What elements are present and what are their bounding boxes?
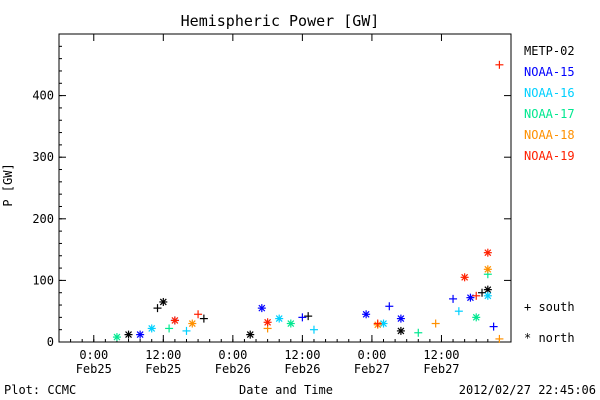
x-axis-label: Date and Time — [239, 383, 333, 397]
north-point — [287, 320, 295, 328]
north-point — [136, 331, 144, 339]
x-tick-time-label: 12:00 — [145, 348, 181, 362]
footer-plot-source: Plot: CCMC — [4, 383, 76, 397]
north-point — [484, 265, 492, 273]
north-point — [171, 316, 179, 324]
legend-entry: NOAA-15 — [524, 65, 575, 79]
marker-legend: + south * north — [524, 300, 575, 345]
south-point — [490, 323, 498, 331]
legend-entry: NOAA-16 — [524, 86, 575, 100]
x-tick-time-label: 12:00 — [284, 348, 320, 362]
marker-legend-entry: + south — [524, 300, 575, 314]
south-point — [194, 310, 202, 318]
x-tick-date-label: Feb26 — [284, 362, 320, 376]
north-point — [246, 331, 254, 339]
x-tick-time-label: 0:00 — [357, 348, 386, 362]
south-point — [154, 304, 162, 312]
legend-entry: METP-02 — [524, 44, 575, 58]
x-tick-date-label: Feb27 — [354, 362, 390, 376]
legend-entry: NOAA-17 — [524, 107, 575, 121]
north-point — [148, 324, 156, 332]
plot-frame — [59, 34, 511, 342]
north-point — [466, 294, 474, 302]
south-point — [200, 315, 208, 323]
south-point — [385, 302, 393, 310]
south-point — [449, 295, 457, 303]
south-point — [182, 327, 190, 335]
legend-entry: NOAA-18 — [524, 128, 575, 142]
north-point — [461, 273, 469, 281]
x-tick-time-label: 0:00 — [79, 348, 108, 362]
south-point — [414, 329, 422, 337]
x-tick-date-label: Feb26 — [215, 362, 251, 376]
south-point — [310, 326, 318, 334]
x-tick-date-label: Feb25 — [76, 362, 112, 376]
y-tick-label: 100 — [32, 273, 54, 287]
south-point — [432, 320, 440, 328]
north-point — [362, 310, 370, 318]
south-point — [455, 307, 463, 315]
south-point — [304, 312, 312, 320]
x-tick-time-label: 0:00 — [218, 348, 247, 362]
y-tick-label: 0 — [47, 335, 54, 349]
x-tick-date-label: Feb27 — [423, 362, 459, 376]
data-points — [113, 61, 503, 343]
y-tick-label: 300 — [32, 150, 54, 164]
north-point — [472, 313, 480, 321]
y-tick-label: 200 — [32, 212, 54, 226]
south-point — [495, 61, 503, 69]
x-tick-time-label: 12:00 — [423, 348, 459, 362]
chart-title: Hemispheric Power [GW] — [181, 12, 380, 30]
north-point — [397, 327, 405, 335]
x-tick-date-label: Feb25 — [145, 362, 181, 376]
north-point — [264, 318, 272, 326]
south-point — [165, 324, 173, 332]
north-point — [188, 320, 196, 328]
marker-legend-entry: * north — [524, 331, 575, 345]
legend-entry: NOAA-19 — [524, 149, 575, 163]
north-point — [397, 315, 405, 323]
y-tick-label: 400 — [32, 89, 54, 103]
footer-timestamp: 2012/02/27 22:45:06 — [459, 383, 596, 397]
north-point — [275, 315, 283, 323]
x-axis: 0:00Feb2512:00Feb250:00Feb2612:00Feb260:… — [59, 34, 511, 376]
north-point — [113, 333, 121, 341]
north-point — [484, 249, 492, 257]
north-point — [484, 292, 492, 300]
y-axis-label: P [GW] — [1, 163, 15, 206]
y-axis: 0 100 200 300 400 — [32, 34, 511, 349]
north-point — [159, 298, 167, 306]
south-point — [298, 313, 306, 321]
north-point — [125, 331, 133, 339]
legend: METP-02 NOAA-15 NOAA-16 NOAA-17 NOAA-18 NOAA-… — [524, 44, 575, 163]
north-point — [258, 304, 266, 312]
